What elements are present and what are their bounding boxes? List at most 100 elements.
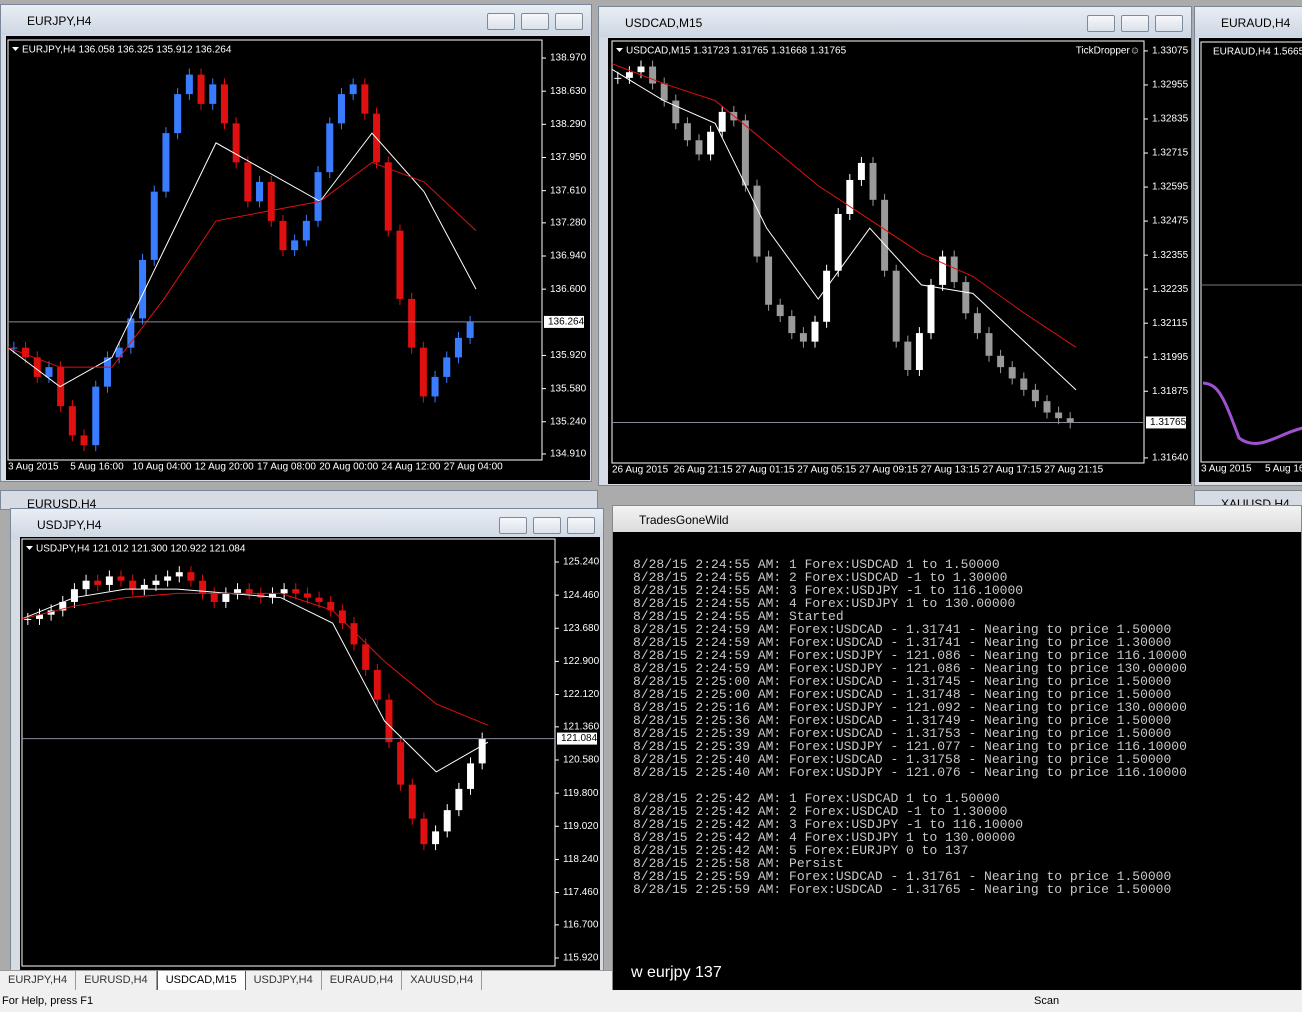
window-buttons [487, 13, 583, 30]
window-button[interactable] [567, 517, 595, 534]
candle [718, 111, 726, 132]
candle [408, 784, 416, 819]
candle [892, 270, 900, 342]
candle [292, 589, 300, 594]
candle [881, 199, 889, 271]
decor-candles [1202, 381, 1302, 445]
title-bar: USDCAD,M15 [599, 7, 1191, 37]
x-label: 27 Aug 21:15 [1044, 465, 1103, 476]
console-input[interactable]: w eurjpy 137 [631, 964, 722, 981]
candle [432, 831, 440, 845]
window-button[interactable] [1121, 15, 1149, 32]
candle [152, 580, 160, 585]
header-arrow [616, 48, 623, 52]
candle [245, 589, 253, 594]
candle [373, 669, 381, 700]
window-button[interactable] [487, 13, 515, 30]
candle [927, 284, 935, 334]
candle [115, 347, 123, 358]
y-tick-label: 134.910 [550, 449, 587, 460]
y-tick-label: 1.31995 [1152, 352, 1189, 363]
candle [683, 123, 691, 141]
candle [280, 589, 288, 594]
log-block: 8/28/15 2:25:42 AM: 1 Forex:USDCAD 1 to … [633, 792, 1187, 896]
moving-average [7, 161, 477, 368]
tab[interactable]: USDJPY,H4 [246, 971, 322, 991]
title-bar: EURAUD,H4 [1195, 7, 1302, 37]
candle [478, 738, 486, 764]
candle [384, 162, 392, 231]
x-label: 24 Aug 12:00 [382, 462, 441, 473]
y-tick-label: 1.31875 [1152, 386, 1189, 397]
candle [244, 162, 252, 202]
y-tick-label: 1.33075 [1152, 46, 1189, 57]
candle [649, 66, 657, 84]
log-line: 8/28/15 2:24:55 AM: Started [633, 609, 844, 624]
candle [45, 367, 53, 377]
y-tick-label: 122.120 [563, 689, 600, 700]
candle [59, 601, 67, 611]
y-tick-label: 123.680 [563, 623, 600, 634]
moving-average [21, 592, 489, 726]
window-button[interactable] [555, 13, 583, 30]
candle [950, 256, 958, 283]
candle [1020, 378, 1028, 390]
candle [637, 66, 645, 73]
candle [10, 347, 18, 349]
x-label: 27 Aug 09:15 [859, 465, 918, 476]
candle [256, 181, 264, 202]
y-tick-label: 125.240 [563, 557, 600, 568]
tab[interactable]: EURUSD,H4 [76, 971, 157, 991]
candle [338, 610, 346, 624]
candle [150, 191, 158, 260]
chart: 1.33075 1.32955 1.32835 1.32715 1.32595 1.324… [608, 38, 1191, 484]
candle [127, 318, 135, 348]
tab[interactable]: EURJPY,H4 [0, 971, 77, 991]
log-line: 8/28/15 2:25:39 AM: Forex:USDCAD - 1.317… [633, 726, 1172, 741]
candle [776, 304, 784, 317]
log-line: 8/28/15 2:24:55 AM: 4 Forex:USDJPY 1 to … [633, 596, 1016, 611]
plot-frame [611, 40, 1145, 464]
candle [174, 94, 182, 134]
background-window: EURUSD,H4 [0, 490, 598, 510]
y-tick-label: 138.630 [550, 86, 587, 97]
y-tick-label: 119.020 [563, 821, 599, 832]
price-label: 1.31765 [1150, 417, 1187, 428]
log-line: 8/28/15 2:25:42 AM: 2 Forex:USDCAD -1 to… [633, 804, 1008, 819]
window-button[interactable] [499, 517, 527, 534]
window-button[interactable] [533, 517, 561, 534]
log-line: 8/28/15 2:25:59 AM: Forex:USDCAD - 1.317… [633, 882, 1172, 897]
y-tick-label: 136.600 [550, 284, 587, 295]
candle [139, 259, 147, 319]
candle [140, 584, 148, 590]
window-title: EURJPY,H4 [27, 14, 92, 28]
window-button[interactable] [1087, 15, 1115, 32]
y-tick-label: 119.800 [563, 788, 599, 799]
tab[interactable]: USDCAD,M15 [156, 971, 246, 991]
status-bar: For Help, press F1 Scan [0, 990, 1302, 1012]
window-title: USDJPY,H4 [37, 518, 102, 532]
candle [35, 614, 43, 619]
moving-average [611, 63, 1077, 348]
candle [443, 810, 451, 832]
candle [220, 84, 228, 124]
candle [973, 313, 981, 334]
y-tick-label: 117.460 [563, 887, 599, 898]
candle [103, 357, 111, 387]
status-text: For Help, press F1 [2, 995, 94, 1007]
log: 8/28/15 2:24:55 AM: 1 Forex:USDCAD 1 to … [633, 558, 1187, 909]
tab[interactable]: XAUUSD,H4 [402, 971, 483, 991]
window-button[interactable] [1155, 15, 1183, 32]
candle [82, 580, 90, 590]
chart-header: EURAUD,H4 1.5665 [1213, 47, 1302, 58]
candle [209, 84, 217, 104]
candle [396, 230, 404, 299]
candle [1043, 401, 1051, 413]
log-line: 8/28/15 2:25:36 AM: Forex:USDCAD - 1.317… [633, 713, 1172, 728]
candle [466, 321, 474, 338]
candle [199, 580, 207, 594]
window-button[interactable] [521, 13, 549, 30]
candle [869, 162, 877, 200]
x-label: 10 Aug 04:00 [133, 462, 192, 473]
tab[interactable]: EURAUD,H4 [322, 971, 403, 991]
